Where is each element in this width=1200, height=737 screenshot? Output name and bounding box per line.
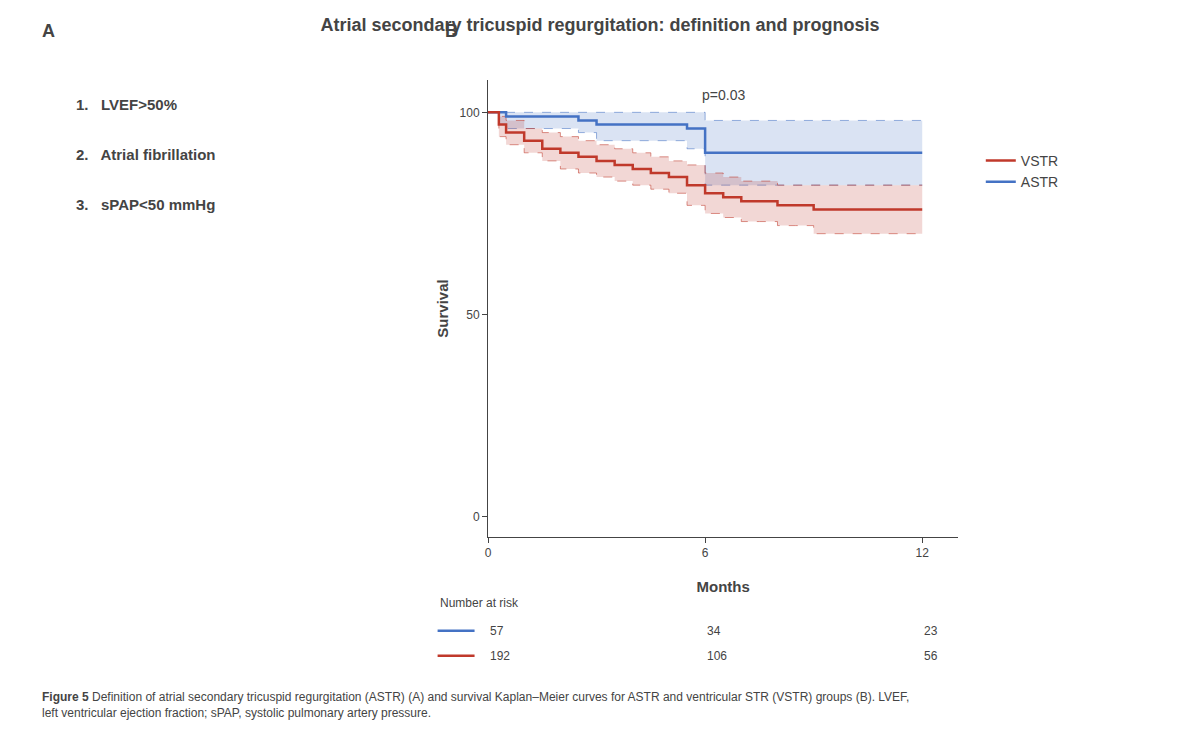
svg-text:VSTR: VSTR (1021, 153, 1058, 169)
svg-text:106: 106 (707, 649, 727, 663)
svg-text:12: 12 (916, 546, 930, 560)
svg-text:57: 57 (490, 624, 504, 638)
svg-text:34: 34 (707, 624, 721, 638)
svg-text:Survival: Survival (434, 279, 451, 337)
svg-text:Atrial secondary tricuspid reg: Atrial secondary tricuspid regurgitation… (320, 15, 879, 35)
svg-text:1. LVEF>50%: 1. LVEF>50% (76, 96, 177, 113)
svg-text:56: 56 (924, 649, 938, 663)
svg-text:6: 6 (702, 546, 709, 560)
svg-text:23: 23 (924, 624, 938, 638)
svg-text:ASTR: ASTR (1021, 174, 1058, 190)
svg-text:Number at risk: Number at risk (440, 596, 519, 610)
svg-text:B: B (445, 21, 458, 41)
svg-text:100: 100 (460, 106, 480, 120)
svg-text:0: 0 (473, 510, 480, 524)
svg-text:p=0.03: p=0.03 (702, 87, 745, 103)
svg-text:Months: Months (697, 578, 750, 595)
svg-text:3. sPAP<50 mmHg: 3. sPAP<50 mmHg (76, 196, 215, 213)
svg-text:Figure 5 Definition of atrial: Figure 5 Definition of atrial secondary … (42, 690, 909, 720)
svg-text:0: 0 (485, 546, 492, 560)
svg-text:A: A (42, 21, 55, 41)
svg-text:2. Atrial fibrillation: 2. Atrial fibrillation (76, 146, 215, 163)
svg-text:50: 50 (466, 308, 480, 322)
svg-text:192: 192 (490, 649, 510, 663)
